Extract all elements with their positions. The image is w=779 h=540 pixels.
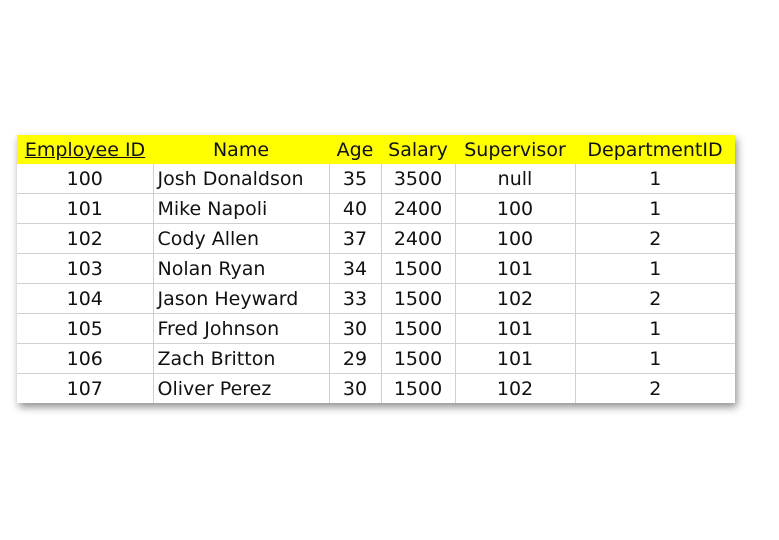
cell-supervisor: 102 — [455, 373, 576, 403]
cell-salary: 1500 — [381, 373, 456, 403]
cell-department-id: 2 — [575, 283, 735, 314]
employee-table: Employee ID Name Age Salary Supervisor D… — [17, 135, 735, 403]
header-row: Employee ID Name Age Salary Supervisor D… — [17, 135, 735, 164]
header-name: Name — [212, 138, 270, 161]
cell-name: Mike Napoli — [153, 193, 330, 224]
header-salary: Salary — [388, 138, 448, 161]
cell-employee-id: 105 — [17, 313, 154, 344]
table-row: 106 Zach Britton 29 1500 101 1 — [17, 343, 735, 374]
cell-department-id: 1 — [575, 193, 735, 224]
cell-age: 40 — [329, 193, 382, 224]
cell-age: 34 — [329, 253, 382, 284]
header-department-id: DepartmentID — [587, 138, 723, 161]
cell-age: 29 — [329, 343, 382, 374]
cell-salary: 2400 — [381, 193, 456, 224]
cell-supervisor: 101 — [455, 253, 576, 284]
cell-salary: 3500 — [381, 164, 456, 194]
cell-age: 35 — [329, 164, 382, 194]
cell-salary: 2400 — [381, 223, 456, 254]
cell-supervisor: 101 — [455, 313, 576, 344]
cell-department-id: 1 — [575, 313, 735, 344]
cell-employee-id: 102 — [17, 223, 154, 254]
cell-salary: 1500 — [381, 253, 456, 284]
header-employee-id-label: Employee ID — [24, 138, 146, 161]
cell-supervisor: 100 — [455, 193, 576, 224]
cell-age: 30 — [329, 373, 382, 403]
cell-salary: 1500 — [381, 343, 456, 374]
cell-age: 33 — [329, 283, 382, 314]
cell-name: Fred Johnson — [153, 313, 330, 344]
cell-name: Oliver Perez — [153, 373, 330, 403]
cell-employee-id: 100 — [17, 164, 154, 194]
cell-department-id: 2 — [575, 223, 735, 254]
cell-name: Josh Donaldson — [153, 164, 330, 194]
cell-salary: 1500 — [381, 283, 456, 314]
cell-employee-id: 104 — [17, 283, 154, 314]
table-row: 102 Cody Allen 37 2400 100 2 — [17, 223, 735, 254]
cell-age: 37 — [329, 223, 382, 254]
cell-age: 30 — [329, 313, 382, 344]
header-supervisor: Supervisor — [464, 138, 566, 161]
table-row: 107 Oliver Perez 30 1500 102 2 — [17, 373, 735, 403]
cell-department-id: 1 — [575, 343, 735, 374]
cell-department-id: 1 — [575, 253, 735, 284]
cell-department-id: 2 — [649, 377, 662, 400]
cell-salary: 1500 — [381, 313, 456, 344]
table-row: 103 Nolan Ryan 34 1500 101 1 — [17, 253, 735, 284]
cell-name: Jason Heyward — [153, 283, 330, 314]
cell-employee-id: 101 — [17, 193, 154, 224]
cell-name: Cody Allen — [153, 223, 330, 254]
employee-table-container: Employee ID Name Age Salary Supervisor D… — [17, 135, 735, 403]
header-employee-id: Employee ID — [17, 135, 153, 164]
cell-supervisor: 100 — [455, 223, 576, 254]
table-row: 104 Jason Heyward 33 1500 102 2 — [17, 283, 735, 314]
cell-name: Zach Britton — [153, 343, 330, 374]
header-age: Age — [336, 138, 374, 161]
cell-name: Nolan Ryan — [153, 253, 330, 284]
cell-supervisor: null — [455, 164, 576, 194]
cell-employee-id: 103 — [17, 253, 154, 284]
cell-employee-id: 107 — [17, 373, 154, 403]
table-row: 105 Fred Johnson 30 1500 101 1 — [17, 313, 735, 344]
table-row: 101 Mike Napoli 40 2400 100 1 — [17, 193, 735, 224]
cell-employee-id: 106 — [17, 343, 154, 374]
cell-supervisor: 102 — [455, 283, 576, 314]
table-row: 100 Josh Donaldson 35 3500 null 1 — [17, 164, 735, 194]
cell-supervisor: 101 — [455, 343, 576, 374]
cell-department-id: 1 — [575, 164, 735, 194]
